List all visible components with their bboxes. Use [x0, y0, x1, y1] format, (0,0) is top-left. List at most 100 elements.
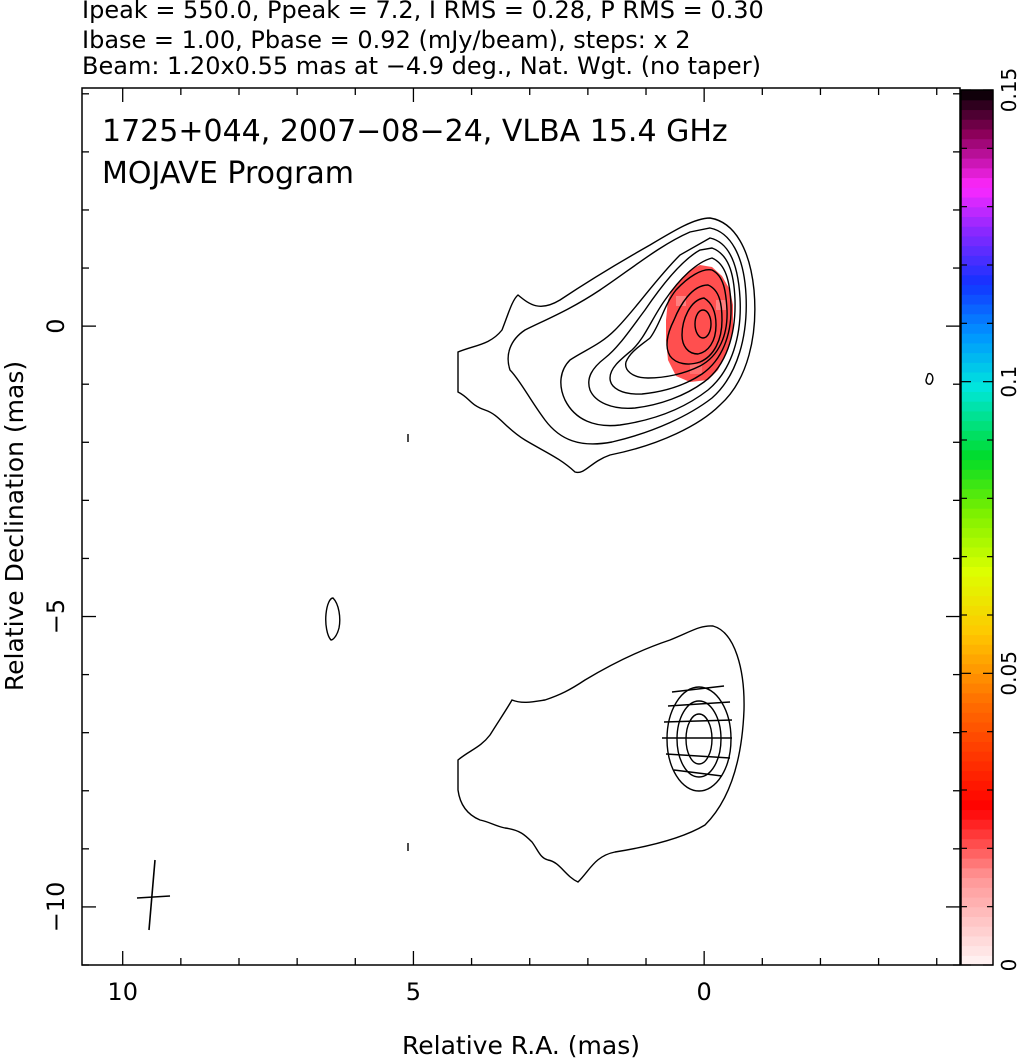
evpa-tick [663, 719, 733, 723]
colorbar-band [961, 537, 993, 548]
colorbar-band [961, 381, 993, 392]
y-tick-labels: 0 −5 −10 [42, 318, 70, 932]
header-line-2: Ibase = 1.00, Pbase = 0.92 (mJy/beam), s… [82, 26, 691, 54]
map-title: 1725+044, 2007−08−24, VLBA 15.4 GHz [102, 114, 728, 149]
colorbar-band [961, 508, 993, 519]
colorbar-band [961, 498, 993, 509]
x-tick-label: 0 [697, 978, 712, 1006]
colorbar-band [961, 576, 993, 587]
colorbar-band [961, 90, 993, 101]
colorbar-band [961, 566, 993, 577]
colorbar-band [961, 906, 993, 917]
colorbar-band [961, 653, 993, 665]
colorbar-band [961, 148, 993, 159]
intensity-contours [457, 217, 756, 474]
intensity-contour [457, 217, 756, 474]
colorbar-band [961, 945, 993, 956]
intensity-contour [560, 237, 741, 427]
polarization-contour [676, 700, 722, 778]
colorbar-band [961, 226, 993, 237]
x-tick-label: 10 [107, 978, 138, 1006]
colorbar-band [961, 683, 993, 694]
intensity-contour [507, 227, 747, 445]
colorbar-band [961, 99, 993, 111]
plot-frame [81, 87, 961, 966]
colorbar-band [961, 634, 993, 645]
colorbar-band [961, 624, 993, 636]
isolated-contour [925, 372, 934, 385]
colorbar-ticks [961, 89, 993, 966]
colorbar-band [961, 138, 993, 149]
colorbar-band [961, 459, 993, 470]
colorbar-band [961, 546, 993, 558]
colorbar-band [961, 828, 993, 840]
beam-major-axis [148, 859, 156, 931]
y-tick-label: −10 [42, 882, 70, 933]
axis-ticks [82, 88, 960, 966]
beam-marker [136, 859, 171, 931]
evpa-ticks [662, 685, 733, 777]
colorbar-band [961, 187, 993, 198]
evpa-tick [673, 769, 723, 777]
beam-minor-axis [136, 895, 171, 899]
colorbar-band [961, 790, 993, 801]
polarization-contour [457, 625, 745, 883]
colorbar-band [961, 760, 993, 772]
colorbar-band [961, 478, 993, 490]
intensity-contour [681, 297, 717, 355]
colorbar-band [961, 371, 993, 383]
evpa-tick [671, 685, 725, 693]
intensity-contour [694, 309, 712, 339]
evpa-tick [667, 701, 731, 707]
polarization-contour [666, 686, 732, 792]
colorbar-band [961, 751, 993, 762]
colorbar-band [961, 692, 993, 704]
colorbar-band [961, 342, 993, 354]
colorbar-band [961, 167, 993, 179]
colorbar-band [961, 158, 993, 169]
colorbar-band [961, 294, 993, 305]
colorbar-band [961, 605, 993, 616]
colorbar-band [961, 430, 993, 441]
colorbar-band [961, 235, 993, 247]
y-tick-label: −5 [42, 599, 70, 634]
colorbar-band [961, 469, 993, 480]
colorbar-band [961, 741, 993, 752]
colorbar-frame [960, 89, 994, 966]
polarized-pixel [690, 364, 702, 374]
colorbar-band [961, 313, 993, 324]
colorbar-band [961, 206, 993, 217]
colorbar-band [961, 440, 993, 451]
colorbar-band [961, 595, 993, 606]
colorbar-band [961, 615, 993, 626]
colorbar-band [961, 119, 993, 130]
colorbar-band [961, 644, 993, 655]
colorbar-band [961, 955, 993, 966]
colorbar-band [961, 712, 993, 723]
colorbar-band [961, 177, 993, 188]
colorbar-band [961, 420, 993, 431]
colorbar-band [961, 770, 993, 781]
colorbar-band [961, 333, 993, 344]
colorbar-band [961, 517, 993, 529]
colorbar-band [961, 352, 993, 363]
colorbar-band [961, 721, 993, 733]
intensity-contour [666, 284, 723, 365]
colorbar-band [961, 896, 993, 908]
colorbar-band [961, 556, 993, 567]
intensity-contour [609, 257, 732, 395]
colorbar-band [961, 702, 993, 713]
colorbar-band [961, 323, 993, 334]
colorbar-band [961, 527, 993, 538]
colorbar-band [961, 284, 993, 295]
isolated-contour [325, 597, 341, 641]
colorbar-band [961, 245, 993, 256]
colorbar-band [961, 877, 993, 888]
colorbar-band [961, 303, 993, 315]
colorbar-gradient [961, 90, 993, 966]
polarization-contour [685, 713, 713, 765]
x-tick-label: 5 [406, 978, 421, 1006]
colorbar-band [961, 109, 993, 120]
colorbar-tick-label: 0.05 [997, 651, 1021, 696]
